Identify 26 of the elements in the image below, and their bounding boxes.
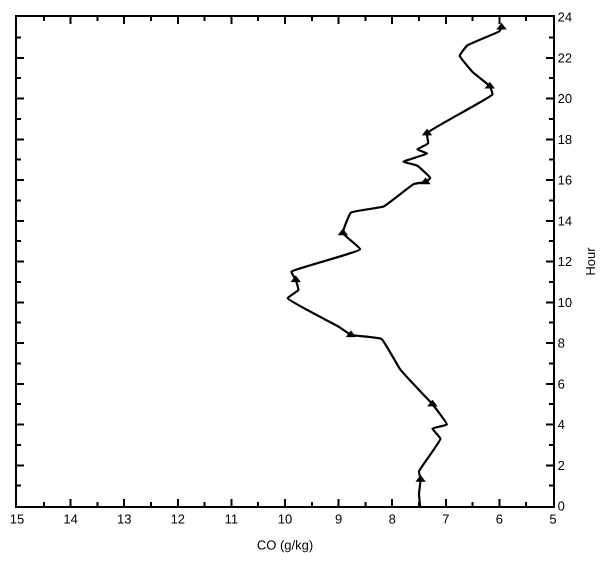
x-tick-label: 6 xyxy=(496,512,504,527)
y-tick-label: 2 xyxy=(558,458,565,473)
x-axis-title: CO (g/kg) xyxy=(256,538,314,553)
x-tick-label: 5 xyxy=(549,512,557,527)
x-tick-label: 9 xyxy=(334,512,342,527)
x-tick-label: 8 xyxy=(388,512,396,527)
y-tick-label: 4 xyxy=(558,417,565,432)
y-tick-label: 0 xyxy=(558,498,565,514)
y-tick-label: 18 xyxy=(558,132,572,147)
y-axis-title: Hour xyxy=(583,246,598,276)
x-tick-label: 13 xyxy=(116,512,132,527)
x-tick-label: 15 xyxy=(10,512,24,527)
x-tick-label: 14 xyxy=(63,512,78,527)
x-tick-label: 11 xyxy=(224,512,238,527)
x-tick-label: 10 xyxy=(278,512,292,527)
y-tick-label: 14 xyxy=(558,213,572,228)
y-tick-label: 10 xyxy=(558,294,572,310)
y-tick-label: 8 xyxy=(558,336,565,351)
y-tick-label: 20 xyxy=(558,91,572,106)
y-tick-label: 24 xyxy=(558,10,572,25)
x-tick-label: 12 xyxy=(170,512,186,527)
y-tick-label: 6 xyxy=(558,376,565,392)
y-tick-label: 12 xyxy=(558,254,572,270)
y-tick-label: 16 xyxy=(558,172,572,188)
x-tick-label: 7 xyxy=(442,512,450,527)
y-tick-label: 22 xyxy=(558,50,572,66)
